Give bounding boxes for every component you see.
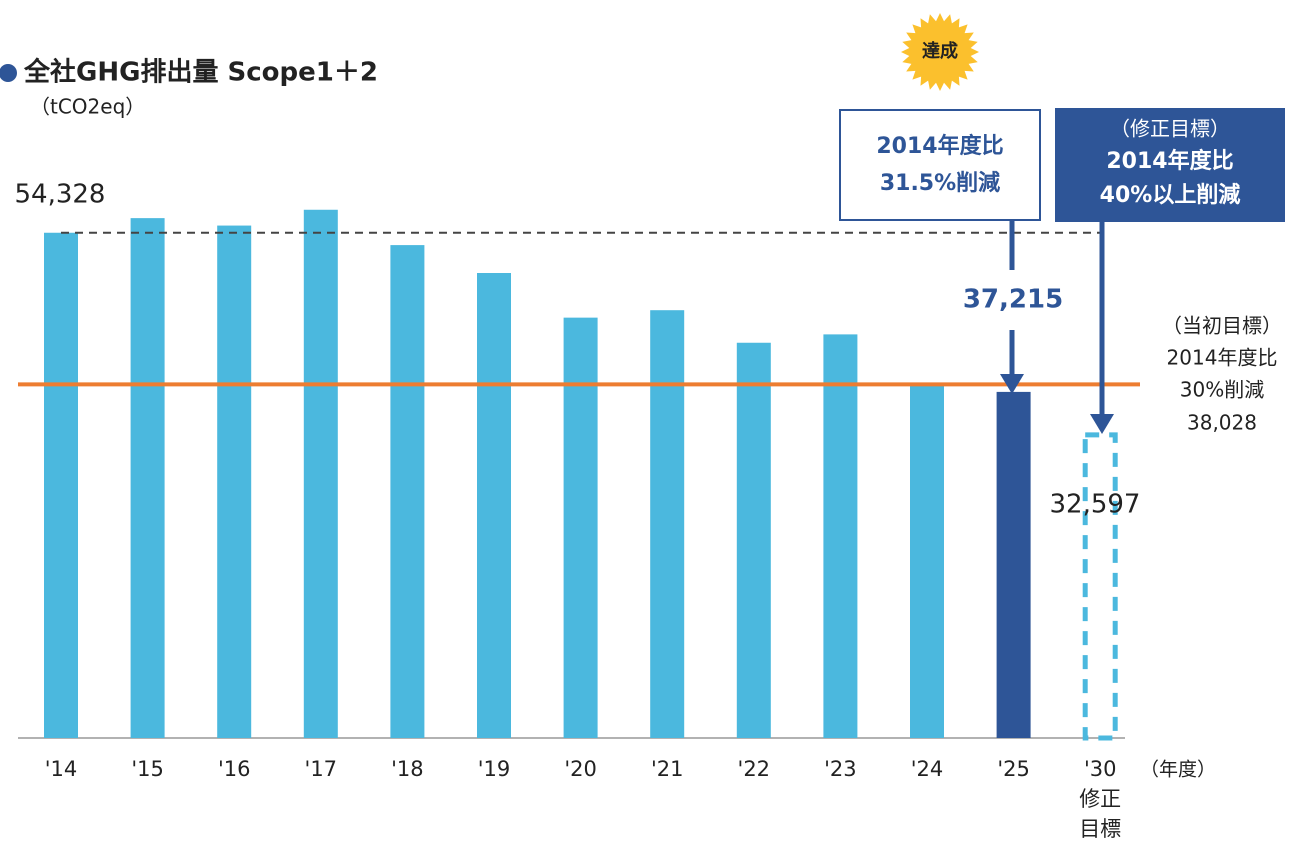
- x-tick-label: '24: [911, 757, 944, 781]
- callout-text: 40%以上削減: [1100, 183, 1241, 208]
- target-label: 30%削減: [1180, 378, 1264, 402]
- x-tick-label: '30: [1084, 757, 1117, 781]
- x-tick-label: '17: [305, 757, 338, 781]
- badge: 達成: [922, 40, 958, 62]
- x-unit: （年度）: [1140, 759, 1216, 781]
- callout-text: 2014年度比: [876, 133, 1003, 159]
- callout-text: 2014年度比: [1106, 148, 1233, 174]
- chart-title: 全社GHG排出量 Scope1＋2: [23, 57, 378, 88]
- x-tick-label: '15: [131, 757, 164, 781]
- x-tick-label: '22: [738, 757, 771, 781]
- bar: [477, 273, 511, 738]
- arrow-head: [1090, 414, 1114, 434]
- bar: [1082, 432, 1118, 741]
- callout-box: [1055, 108, 1285, 222]
- x-tick-label: '16: [218, 757, 251, 781]
- bar: [996, 391, 1031, 738]
- callout-text: 31.5%削減: [880, 171, 1000, 196]
- badge-burst: [901, 13, 979, 91]
- bar: [910, 382, 944, 738]
- x-tick-label: '20: [564, 757, 597, 781]
- value-label: 32,597: [1050, 490, 1141, 520]
- bar: [303, 209, 338, 738]
- x-tick-label: '14: [45, 757, 78, 781]
- arrows: [1009, 220, 1105, 418]
- callout-box: [839, 109, 1041, 221]
- value-label: 54,328: [15, 180, 106, 210]
- x-tick-note: 修正: [1079, 787, 1121, 811]
- value-label: 37,215: [963, 285, 1063, 315]
- bar: [390, 245, 425, 738]
- bar: [823, 334, 858, 738]
- bar: [130, 218, 165, 738]
- target-label: 38,028: [1187, 411, 1257, 435]
- y-unit: （tCO2eq）: [30, 95, 145, 119]
- bar: [563, 317, 598, 738]
- x-tick-label: '23: [824, 757, 857, 781]
- bar: [217, 225, 252, 738]
- arrow-head: [1000, 374, 1024, 394]
- title-dot: [0, 64, 17, 82]
- x-tick-label: '21: [651, 757, 684, 781]
- x-tick-note: 目標: [1079, 817, 1121, 841]
- target-label: （当初目標）: [1162, 314, 1282, 338]
- bar: [736, 342, 771, 738]
- x-tick-label: '18: [391, 757, 424, 781]
- bar: [650, 310, 685, 738]
- target-label: 2014年度比: [1167, 346, 1278, 370]
- x-tick-label: '25: [997, 757, 1030, 781]
- bar: [44, 232, 78, 738]
- callout-text: （修正目標）: [1110, 117, 1230, 141]
- x-tick-label: '19: [478, 757, 511, 781]
